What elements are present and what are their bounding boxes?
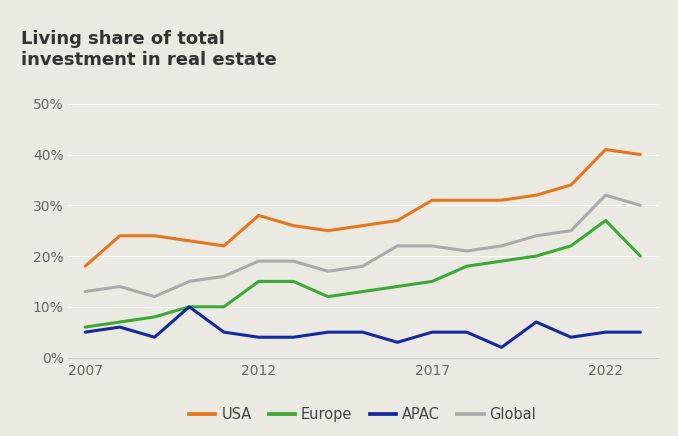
USA <box>324 228 332 233</box>
APAC <box>567 334 575 340</box>
Europe <box>463 264 471 269</box>
Line: Europe: Europe <box>85 221 640 327</box>
Line: APAC: APAC <box>85 307 640 347</box>
APAC <box>498 345 506 350</box>
APAC <box>428 330 436 335</box>
APAC <box>393 340 401 345</box>
APAC <box>151 334 159 340</box>
USA <box>81 264 89 269</box>
USA <box>636 152 644 157</box>
USA <box>498 198 506 203</box>
Europe <box>81 324 89 330</box>
APAC <box>220 330 228 335</box>
Global <box>116 284 124 289</box>
Europe <box>185 304 193 310</box>
Europe <box>567 243 575 249</box>
APAC <box>532 320 540 325</box>
APAC <box>185 304 193 310</box>
Text: Living share of total
investment in real estate: Living share of total investment in real… <box>20 30 277 68</box>
Global <box>290 259 298 264</box>
APAC <box>254 334 262 340</box>
Europe <box>116 320 124 325</box>
Europe <box>254 279 262 284</box>
USA <box>254 213 262 218</box>
Global <box>532 233 540 238</box>
Global <box>324 269 332 274</box>
USA <box>428 198 436 203</box>
APAC <box>116 324 124 330</box>
APAC <box>359 330 367 335</box>
Europe <box>636 253 644 259</box>
Global <box>185 279 193 284</box>
USA <box>185 238 193 243</box>
USA <box>359 223 367 228</box>
Global <box>359 264 367 269</box>
USA <box>601 147 610 152</box>
Europe <box>498 259 506 264</box>
Europe <box>601 218 610 223</box>
Global <box>601 193 610 198</box>
Global <box>567 228 575 233</box>
Europe <box>324 294 332 299</box>
Europe <box>290 279 298 284</box>
Line: USA: USA <box>85 150 640 266</box>
Global <box>428 243 436 249</box>
Global <box>254 259 262 264</box>
Global <box>498 243 506 249</box>
Europe <box>359 289 367 294</box>
USA <box>116 233 124 238</box>
Europe <box>532 253 540 259</box>
Europe <box>151 314 159 320</box>
Legend: USA, Europe, APAC, Global: USA, Europe, APAC, Global <box>183 401 542 428</box>
Global <box>220 274 228 279</box>
Global <box>151 294 159 299</box>
APAC <box>636 330 644 335</box>
USA <box>567 182 575 187</box>
APAC <box>601 330 610 335</box>
USA <box>463 198 471 203</box>
Line: Global: Global <box>85 195 640 296</box>
APAC <box>290 334 298 340</box>
Europe <box>428 279 436 284</box>
Global <box>636 203 644 208</box>
APAC <box>324 330 332 335</box>
USA <box>532 193 540 198</box>
APAC <box>81 330 89 335</box>
Europe <box>220 304 228 310</box>
USA <box>151 233 159 238</box>
USA <box>220 243 228 249</box>
APAC <box>463 330 471 335</box>
Global <box>81 289 89 294</box>
Europe <box>393 284 401 289</box>
USA <box>393 218 401 223</box>
USA <box>290 223 298 228</box>
Global <box>463 249 471 254</box>
Global <box>393 243 401 249</box>
